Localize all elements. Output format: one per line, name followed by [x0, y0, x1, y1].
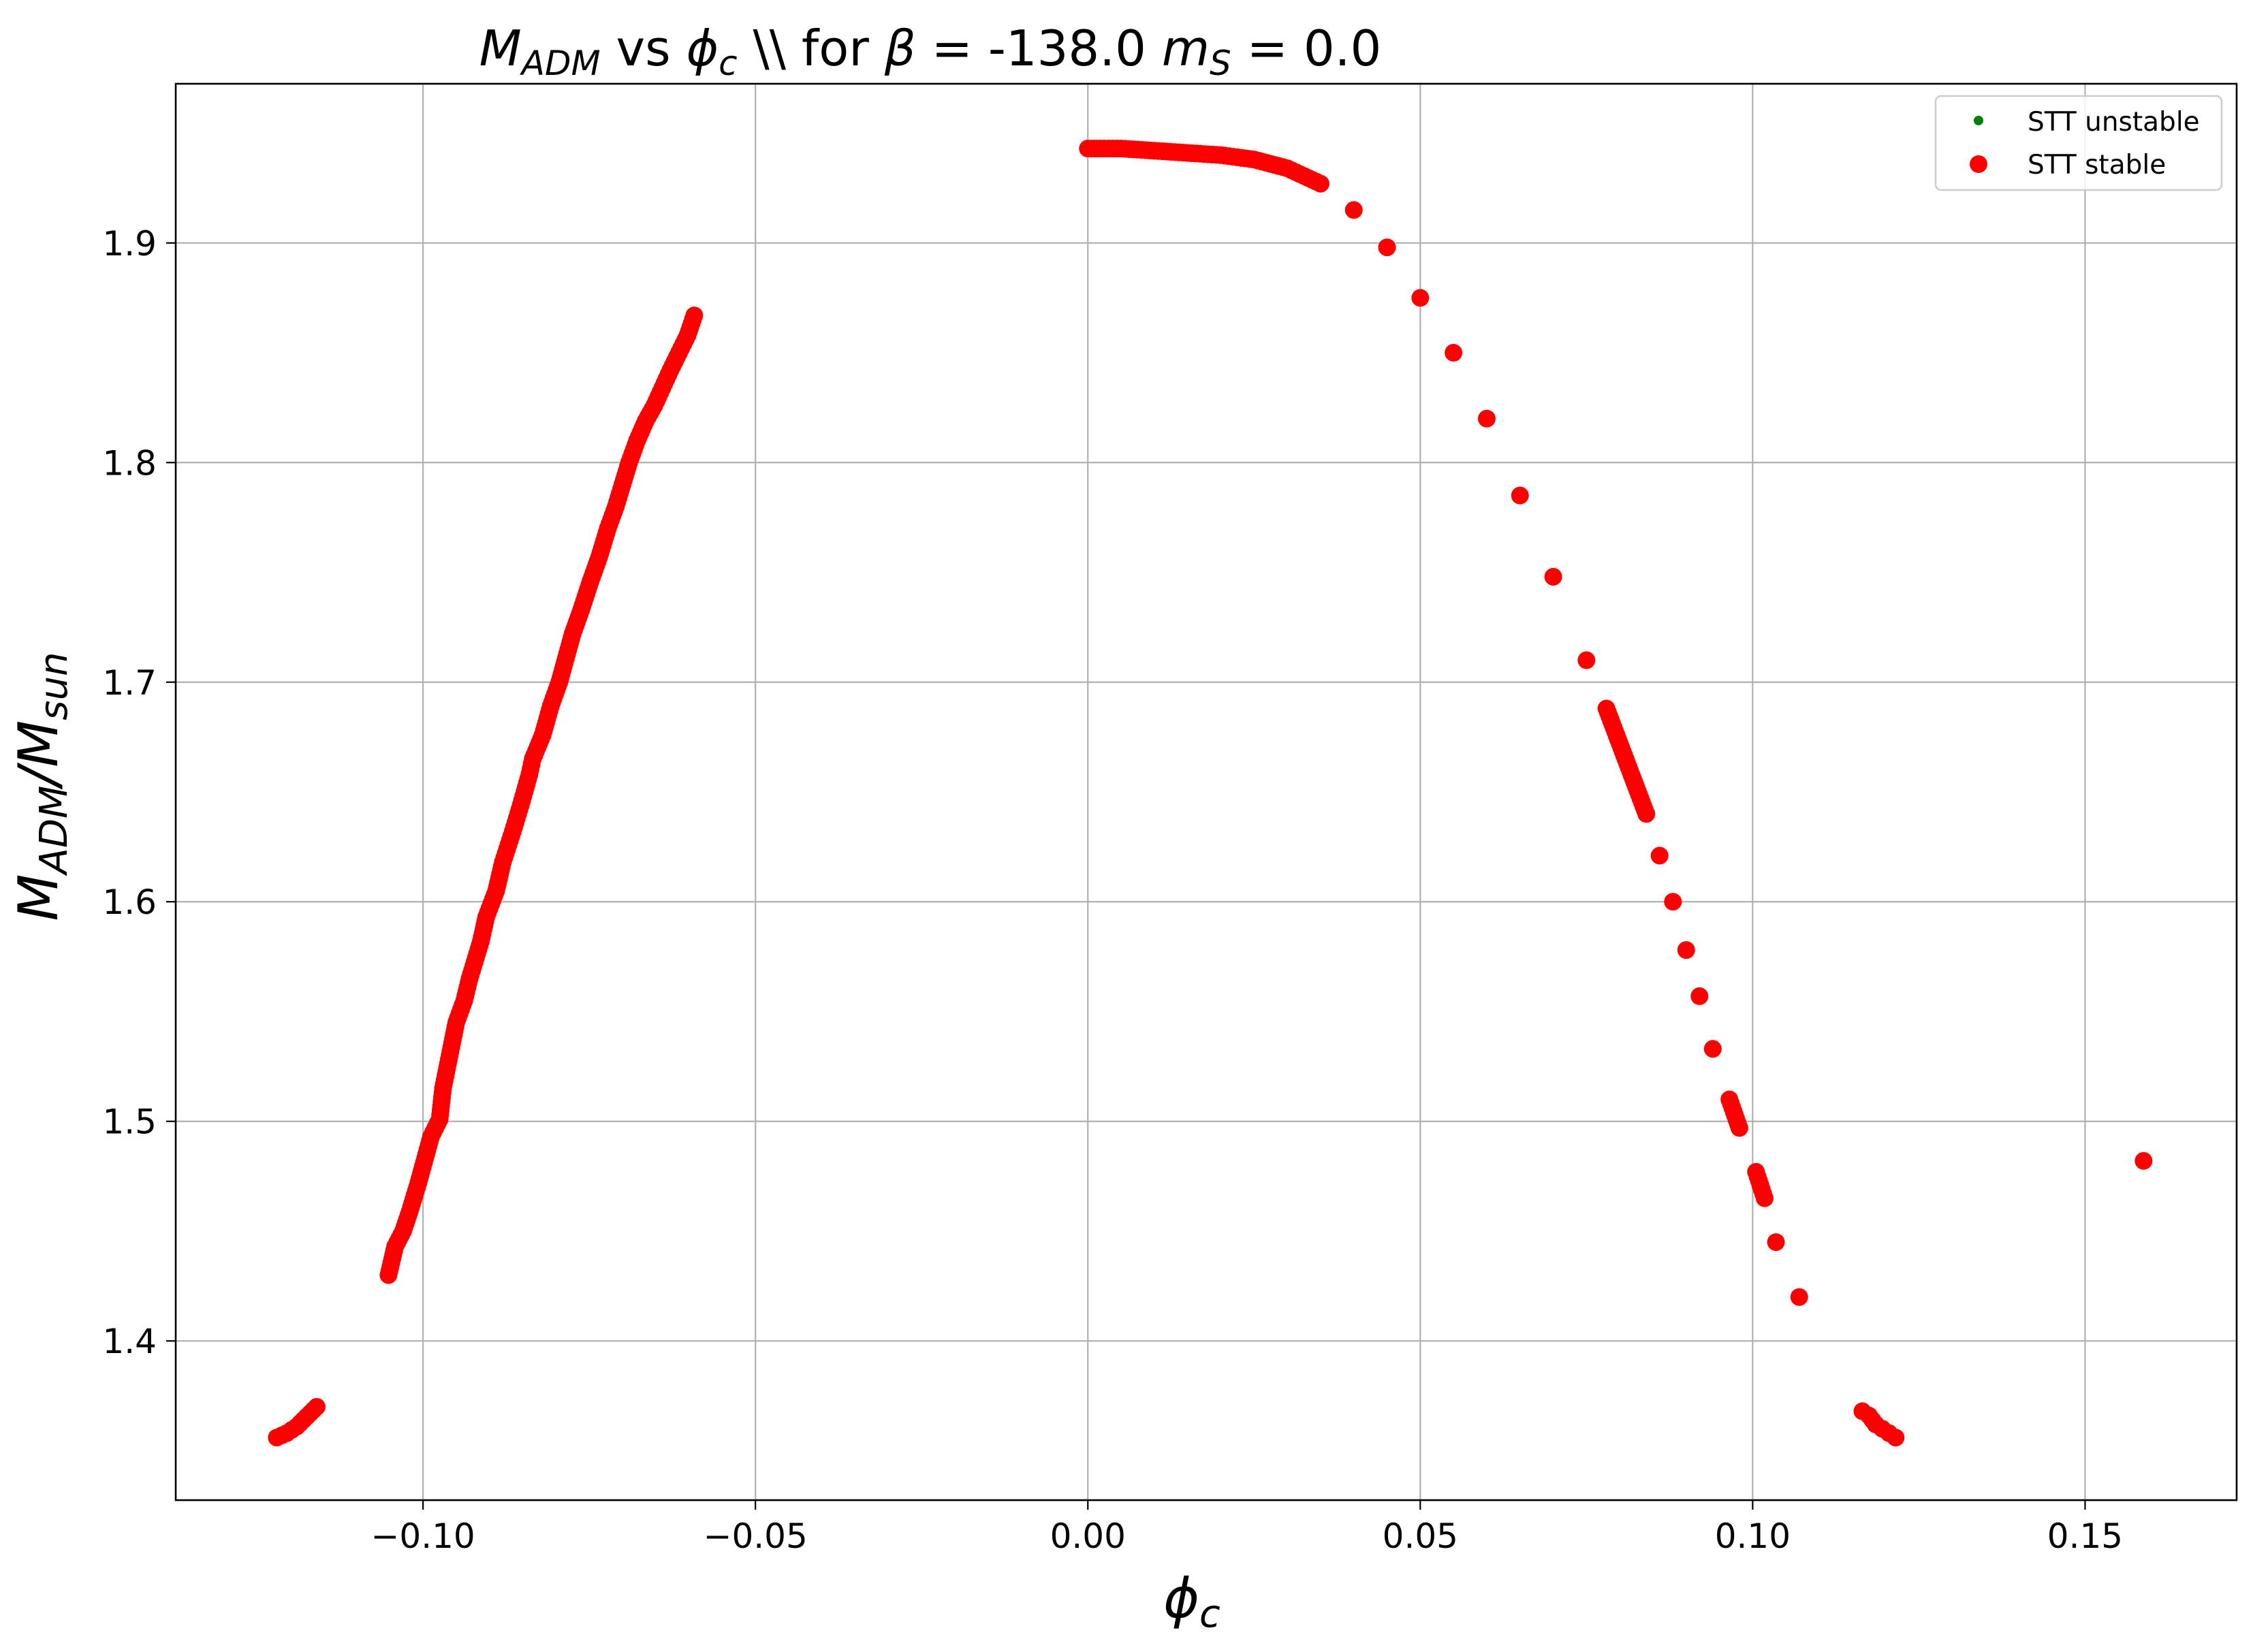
data-point-stable: [304, 1401, 323, 1419]
x-tick-label: −0.05: [704, 1516, 808, 1556]
chart-title: MADM vs ϕc \\ for β = -138.0 mS = 0.0: [479, 20, 1382, 83]
x-tick-label: 0.15: [2047, 1516, 2123, 1556]
data-point-stable: [1677, 941, 1695, 959]
data-point-stable: [1378, 238, 1396, 257]
data-point-stable: [684, 311, 702, 329]
data-point-stable: [1344, 201, 1363, 219]
data-point-stable: [1445, 344, 1463, 362]
x-tick-label: 0.00: [1050, 1516, 1126, 1556]
x-tick-label: −0.10: [371, 1516, 475, 1556]
data-point-stable: [1307, 172, 1325, 191]
legend-label-unstable: STT unstable: [2028, 107, 2200, 138]
y-tick-label: 1.4: [102, 1322, 157, 1361]
data-point-stable: [1790, 1288, 1808, 1306]
y-axis-ticks: 1.4 1.5 1.6 1.7 1.8 1.9: [102, 224, 176, 1361]
y-axis-label: MADM/Msun: [7, 652, 76, 921]
legend-marker-stable: [1970, 155, 1987, 173]
axes-frame: [174, 82, 2238, 1502]
data-point-stable: [1767, 1233, 1785, 1252]
data-points: [268, 140, 2153, 1447]
y-tick-label: 1.6: [102, 883, 157, 922]
data-point-stable: [1411, 289, 1430, 307]
data-point-stable: [1690, 987, 1709, 1005]
legend-label-stable: STT stable: [2028, 150, 2166, 180]
y-tick-label: 1.7: [102, 663, 157, 703]
y-tick-label: 1.5: [102, 1102, 157, 1142]
data-point-stable: [1650, 846, 1669, 865]
data-point-stable: [1887, 1429, 1905, 1447]
x-tick-label: 0.10: [1715, 1516, 1791, 1556]
x-tick-label: 0.05: [1383, 1516, 1458, 1556]
legend-box: [1934, 95, 2223, 191]
grid: [176, 84, 2237, 1500]
data-point-stable: [1664, 893, 1682, 911]
data-point-stable: [2134, 1151, 2153, 1170]
data-point-stable: [1636, 801, 1654, 819]
y-tick-label: 1.9: [102, 224, 157, 264]
data-point-stable: [1863, 1411, 1882, 1429]
data-point-stable: [1544, 567, 1562, 586]
data-point-stable: [1577, 651, 1596, 669]
x-axis-label: ϕc: [1163, 1567, 1220, 1636]
data-point-stable: [1754, 1185, 1772, 1203]
legend-marker-unstable: [1974, 116, 1983, 125]
legend: STT unstable STT stable: [1934, 95, 2223, 191]
data-point-stable: [1477, 409, 1496, 428]
data-point-stable: [1703, 1040, 1722, 1058]
data-point-stable: [1729, 1115, 1747, 1133]
x-axis-ticks: −0.10 −0.05 0.00 0.05 0.10 0.15: [371, 1500, 2123, 1556]
data-point-stable: [1511, 486, 1529, 505]
y-tick-label: 1.8: [102, 443, 157, 483]
